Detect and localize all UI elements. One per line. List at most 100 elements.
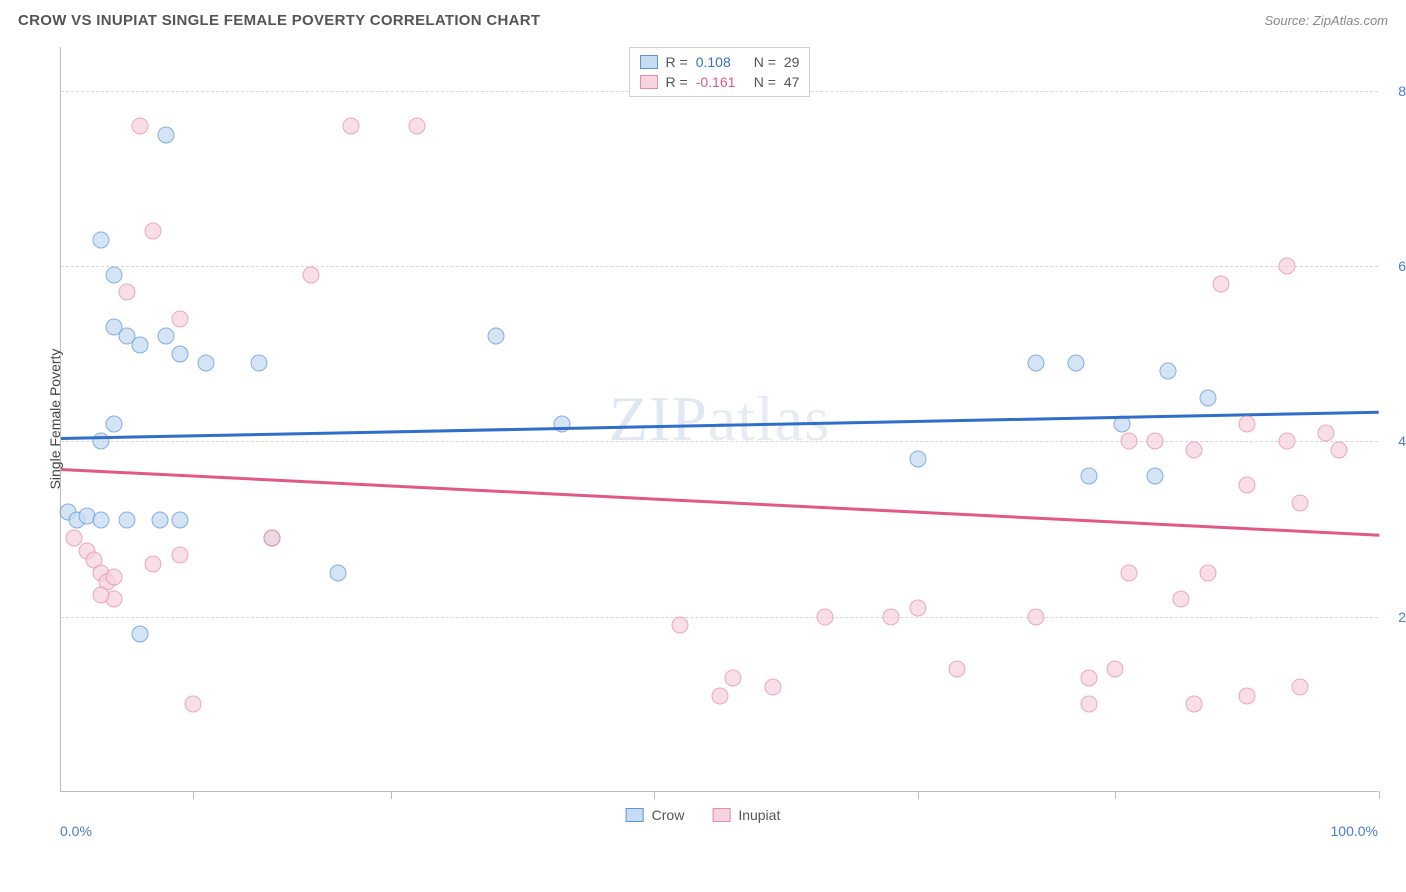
data-point bbox=[158, 126, 175, 143]
n-value: 29 bbox=[784, 54, 800, 70]
legend-item: Crow bbox=[626, 807, 685, 823]
y-tick-label: 20.0% bbox=[1398, 609, 1406, 625]
source-label: Source: ZipAtlas.com bbox=[1264, 13, 1388, 28]
data-point bbox=[1291, 494, 1308, 511]
data-point bbox=[764, 678, 781, 695]
data-point bbox=[171, 345, 188, 362]
data-point bbox=[151, 512, 168, 529]
n-value: 47 bbox=[784, 74, 800, 90]
correlation-legend: R = 0.108 N = 29 R = -0.161 N = 47 bbox=[629, 47, 811, 97]
plot-area: Single Female Poverty ZIPatlas R =0.108N… bbox=[60, 47, 1378, 792]
data-point bbox=[725, 670, 742, 687]
data-point bbox=[1146, 433, 1163, 450]
data-point bbox=[171, 547, 188, 564]
x-tick bbox=[391, 791, 392, 799]
n-label: N = bbox=[754, 54, 776, 70]
data-point bbox=[672, 617, 689, 634]
data-point bbox=[1028, 354, 1045, 371]
n-label: N = bbox=[754, 74, 776, 90]
data-point bbox=[1239, 477, 1256, 494]
legend-swatch bbox=[640, 55, 658, 69]
trend-line bbox=[61, 411, 1379, 440]
data-point bbox=[1107, 661, 1124, 678]
gridline bbox=[61, 266, 1378, 267]
chart-container: Single Female Poverty ZIPatlas R =0.108N… bbox=[18, 35, 1388, 845]
data-point bbox=[1146, 468, 1163, 485]
data-point bbox=[342, 117, 359, 134]
legend-item: Inupiat bbox=[712, 807, 780, 823]
data-point bbox=[1199, 389, 1216, 406]
data-point bbox=[105, 569, 122, 586]
data-point bbox=[92, 512, 109, 529]
r-label: R = bbox=[666, 54, 688, 70]
r-value: 0.108 bbox=[696, 54, 746, 70]
data-point bbox=[92, 586, 109, 603]
x-tick bbox=[654, 791, 655, 799]
data-point bbox=[1120, 564, 1137, 581]
data-point bbox=[1291, 678, 1308, 695]
data-point bbox=[817, 608, 834, 625]
data-point bbox=[1239, 687, 1256, 704]
data-point bbox=[949, 661, 966, 678]
data-point bbox=[118, 284, 135, 301]
data-point bbox=[1028, 608, 1045, 625]
data-point bbox=[909, 599, 926, 616]
data-point bbox=[105, 266, 122, 283]
legend-label: Crow bbox=[652, 807, 685, 823]
data-point bbox=[1212, 275, 1229, 292]
legend-row: R = -0.161 N = 47 bbox=[640, 72, 800, 92]
gridline bbox=[61, 617, 1378, 618]
data-point bbox=[1081, 468, 1098, 485]
data-point bbox=[883, 608, 900, 625]
watermark: ZIPatlas bbox=[609, 382, 830, 456]
data-point bbox=[1199, 564, 1216, 581]
data-point bbox=[132, 626, 149, 643]
gridline bbox=[61, 441, 1378, 442]
data-point bbox=[553, 415, 570, 432]
x-max-label: 100.0% bbox=[1331, 823, 1378, 839]
data-point bbox=[1160, 363, 1177, 380]
trend-line bbox=[61, 468, 1379, 536]
legend-row: R = 0.108 N = 29 bbox=[640, 52, 800, 72]
data-point bbox=[132, 117, 149, 134]
data-point bbox=[197, 354, 214, 371]
data-point bbox=[250, 354, 267, 371]
y-tick-label: 40.0% bbox=[1398, 433, 1406, 449]
data-point bbox=[1331, 442, 1348, 459]
data-point bbox=[487, 328, 504, 345]
y-tick-label: 60.0% bbox=[1398, 258, 1406, 274]
data-point bbox=[1239, 415, 1256, 432]
data-point bbox=[145, 223, 162, 240]
data-point bbox=[1120, 433, 1137, 450]
data-point bbox=[1173, 591, 1190, 608]
data-point bbox=[132, 337, 149, 354]
data-point bbox=[1186, 442, 1203, 459]
data-point bbox=[92, 231, 109, 248]
legend-swatch bbox=[712, 808, 730, 822]
series-legend: Crow Inupiat bbox=[626, 807, 781, 823]
data-point bbox=[1318, 424, 1335, 441]
data-point bbox=[171, 310, 188, 327]
data-point bbox=[1081, 696, 1098, 713]
data-point bbox=[1278, 433, 1295, 450]
data-point bbox=[408, 117, 425, 134]
r-label: R = bbox=[666, 74, 688, 90]
y-tick-label: 80.0% bbox=[1398, 83, 1406, 99]
data-point bbox=[909, 450, 926, 467]
data-point bbox=[329, 564, 346, 581]
data-point bbox=[1067, 354, 1084, 371]
data-point bbox=[171, 512, 188, 529]
r-value: -0.161 bbox=[696, 74, 746, 90]
data-point bbox=[263, 529, 280, 546]
legend-swatch bbox=[640, 75, 658, 89]
data-point bbox=[1278, 258, 1295, 275]
data-point bbox=[105, 415, 122, 432]
data-point bbox=[712, 687, 729, 704]
data-point bbox=[303, 266, 320, 283]
data-point bbox=[145, 556, 162, 573]
data-point bbox=[118, 512, 135, 529]
x-min-label: 0.0% bbox=[60, 823, 92, 839]
x-tick bbox=[1379, 791, 1380, 799]
legend-swatch bbox=[626, 808, 644, 822]
chart-title: CROW VS INUPIAT SINGLE FEMALE POVERTY CO… bbox=[18, 12, 540, 29]
